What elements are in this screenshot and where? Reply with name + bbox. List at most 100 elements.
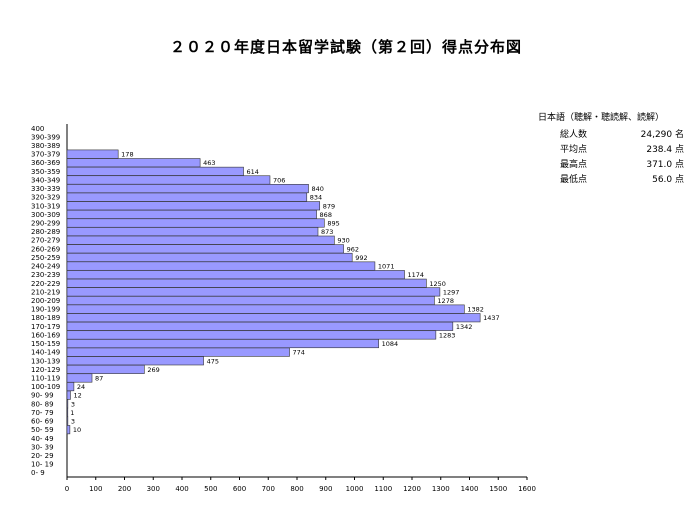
y-tick-label: 160-169: [31, 331, 60, 339]
bar: [66, 252, 353, 262]
summary-value: 56.0 点: [652, 175, 684, 185]
bar: [66, 209, 317, 219]
data-label: 3: [71, 400, 75, 408]
data-label: 962: [347, 245, 359, 253]
data-label: 24: [77, 383, 85, 391]
y-tick-label: 180-189: [31, 314, 60, 322]
bar: [66, 425, 71, 435]
bar: [66, 330, 437, 340]
y-tick-label: 260-269: [31, 245, 60, 253]
bar: [66, 201, 321, 211]
bar: [66, 235, 335, 245]
bar: [66, 261, 376, 271]
data-label: 1: [70, 409, 74, 417]
y-tick-label: 320-329: [31, 194, 60, 202]
x-tick-label: 200: [118, 485, 131, 493]
y-tick-label: 0- 9: [31, 469, 45, 477]
summary-row-max: 最高点 371.0 点: [538, 157, 688, 172]
x-tick-label: 600: [233, 485, 246, 493]
data-label: 463: [203, 159, 215, 167]
x-tick-label: 0: [65, 485, 69, 493]
x-tick-label: 1000: [346, 485, 364, 493]
y-tick-label: 90- 99: [31, 392, 54, 400]
bar: [66, 416, 69, 426]
data-label: 895: [327, 220, 339, 228]
summary-row-total: 総人数 24,290 名: [538, 127, 688, 142]
x-tick-label: 1300: [432, 485, 450, 493]
x-tick-label: 1500: [489, 485, 507, 493]
summary-row-average: 平均点 238.4 点: [538, 142, 688, 157]
data-label: 873: [321, 228, 333, 236]
y-tick-label: 40- 49: [31, 435, 54, 443]
chart-title: ２０２０年度日本留学試験（第２回）得点分布図: [169, 38, 522, 56]
data-label: 178: [121, 151, 133, 159]
bar: [66, 244, 344, 254]
data-label: 840: [312, 185, 324, 193]
bar: [66, 339, 379, 349]
bar: [66, 175, 271, 185]
y-tick-label: 330-339: [31, 185, 60, 193]
y-tick-label: 130-139: [31, 357, 60, 365]
bar: [66, 149, 119, 159]
x-tick-label: 800: [290, 485, 303, 493]
data-label: 930: [337, 237, 349, 245]
bar: [66, 364, 145, 374]
x-tick-label: 700: [262, 485, 275, 493]
data-label: 706: [273, 176, 285, 184]
x-tick-label: 100: [89, 485, 102, 493]
summary-label: 最低点: [560, 175, 588, 185]
y-tick-label: 100-109: [31, 383, 60, 391]
x-tick-label: 500: [204, 485, 217, 493]
data-label: 834: [310, 194, 322, 202]
bar: [66, 313, 481, 323]
y-tick-label: 10- 19: [31, 461, 54, 469]
y-tick-label: 190-199: [31, 306, 60, 314]
y-tick-label: 250-259: [31, 254, 60, 262]
data-label: 1174: [408, 271, 425, 279]
data-label: 774: [293, 349, 305, 357]
data-label: 475: [207, 357, 219, 365]
x-tick-label: 900: [319, 485, 332, 493]
y-tick-label: 220-229: [31, 280, 60, 288]
y-tick-label: 310-319: [31, 202, 60, 210]
summary-header: 日本語（聴解・聴読解、読解）: [538, 113, 665, 123]
y-tick-label: 370-379: [31, 151, 60, 159]
summary-value: 371.0 点: [646, 160, 684, 170]
summary-label: 最高点: [560, 160, 588, 170]
x-tick-label: 400: [175, 485, 188, 493]
y-tick-label: 60- 69: [31, 418, 54, 426]
bar: [66, 287, 441, 297]
bar: [66, 184, 309, 194]
bar: [66, 390, 71, 400]
y-tick-label: 300-309: [31, 211, 60, 219]
y-tick-label: 150-159: [31, 340, 60, 348]
data-label: 1278: [437, 297, 454, 305]
data-label: 1084: [382, 340, 399, 348]
data-label: 3: [71, 418, 75, 426]
summary-value: 238.4 点: [646, 145, 684, 155]
y-tick-label: 140-149: [31, 349, 60, 357]
y-tick-label: 400: [31, 125, 44, 133]
y-tick-label: 20- 29: [31, 452, 54, 460]
bar: [66, 399, 69, 409]
bar: [66, 218, 325, 228]
bar: [66, 295, 435, 306]
bar: [66, 278, 427, 288]
summary-row-min: 最低点 56.0 点: [538, 172, 688, 187]
y-tick-label: 340-349: [31, 176, 60, 184]
y-tick-label: 120-129: [31, 366, 60, 374]
y-tick-label: 290-299: [31, 220, 60, 228]
y-tick-label: 80- 89: [31, 400, 54, 408]
y-tick-label: 30- 39: [31, 443, 54, 451]
bar: [66, 227, 319, 237]
y-tick-label: 270-279: [31, 237, 60, 245]
data-label: 868: [320, 211, 332, 219]
bar: [66, 270, 405, 280]
bar: [66, 356, 204, 366]
score-summary: 日本語（聴解・聴読解、読解） 総人数 24,290 名 平均点 238.4 点 …: [538, 110, 688, 187]
data-label: 992: [355, 254, 367, 262]
y-tick-label: 210-219: [31, 288, 60, 296]
data-label: 1382: [467, 306, 484, 314]
y-tick-label: 200-209: [31, 297, 60, 305]
